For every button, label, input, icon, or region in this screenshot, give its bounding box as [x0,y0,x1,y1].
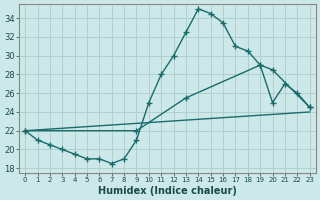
X-axis label: Humidex (Indice chaleur): Humidex (Indice chaleur) [98,186,237,196]
